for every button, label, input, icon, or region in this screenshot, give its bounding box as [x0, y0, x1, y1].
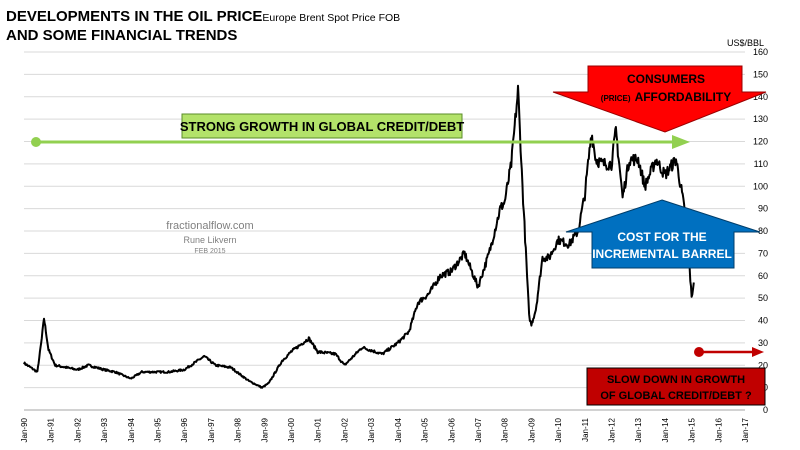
- y-tick-label: 160: [753, 47, 768, 57]
- x-tick-label: Jan-09: [527, 417, 536, 442]
- x-tick-label: Jan-91: [47, 417, 56, 442]
- slowdown-arrow-start: [694, 347, 704, 357]
- credit-growth-box: [181, 113, 463, 139]
- consumers-annotation: CONSUMERS (PRICE) AFFORDABILITY: [552, 65, 767, 133]
- credit-growth-arrow-head: [672, 135, 690, 149]
- x-tick-label: Jan-92: [73, 417, 82, 442]
- slowdown-label-line2: OF GLOBAL CREDIT/DEBT ?: [600, 390, 752, 402]
- x-tick-label: Jan-14: [661, 417, 670, 442]
- y-tick-label: 130: [753, 114, 768, 124]
- x-tick-label: Jan-01: [314, 417, 323, 442]
- x-tick-label: Jan-06: [447, 417, 456, 442]
- y-tick-label: 110: [754, 159, 768, 169]
- credit-site: fractionalflow.com: [166, 220, 254, 232]
- y-tick-label: 140: [753, 92, 768, 102]
- x-tick-label: Jan-97: [207, 417, 216, 442]
- credit-date: FEB 2015: [194, 248, 226, 255]
- cost-annotation: COST FOR THE INCREMENTAL BARREL: [565, 199, 761, 269]
- x-tick-label: Jan-03: [367, 417, 376, 442]
- x-tick-label: Jan-12: [607, 417, 616, 442]
- y-tick-label: 70: [758, 248, 768, 258]
- credit-growth-annotation: STRONG GROWTH IN GLOBAL CREDIT/DEBT: [31, 113, 690, 149]
- x-tick-label: Jan-11: [581, 417, 590, 441]
- slowdown-label-line1: SLOW DOWN IN GROWTH: [607, 374, 745, 386]
- chart-title: DEVELOPMENTS IN THE OIL PRICEEurope Bren…: [6, 8, 400, 25]
- consumers-label-line1: CONSUMERS: [627, 72, 705, 86]
- x-tick-label: Jan-90: [20, 417, 29, 442]
- y-tick-label: 60: [758, 271, 768, 281]
- y-tick-label: 20: [758, 360, 768, 370]
- credit-growth-label: STRONG GROWTH IN GLOBAL CREDIT/DEBT: [180, 119, 464, 134]
- credit-growth-arrow-start: [31, 137, 41, 147]
- x-tick-label: Jan-94: [127, 417, 136, 442]
- x-tick-label: Jan-99: [260, 417, 269, 442]
- consumers-arrow: [552, 65, 767, 133]
- x-tick-label: Jan-98: [234, 417, 243, 442]
- chart-title-line2: AND SOME FINANCIAL TRENDS: [6, 27, 238, 44]
- x-tick-label: Jan-02: [340, 417, 349, 442]
- cost-arrow: [565, 199, 761, 269]
- y-tick-label: 80: [758, 226, 768, 236]
- x-tick-label: Jan-17: [741, 417, 750, 442]
- y-axis-ticks: 0102030405060708090100110120130140150160: [753, 47, 768, 415]
- x-tick-label: Jan-95: [154, 417, 163, 442]
- cost-label-line2: INCREMENTAL BARREL: [592, 247, 732, 261]
- x-axis-ticks: Jan-90 Jan-91 Jan-92 Jan-93 Jan-94 Jan-95 Jan-…: [20, 417, 750, 442]
- slowdown-box: [586, 367, 766, 406]
- x-tick-label: Jan-00: [287, 417, 296, 442]
- x-tick-label: Jan-96: [180, 417, 189, 442]
- consumers-label-line2: (PRICE) AFFORDABILITY: [601, 90, 731, 104]
- x-tick-label: Jan-08: [501, 417, 510, 442]
- credit-author: Rune Likvern: [183, 235, 237, 245]
- brent-price-line: [23, 84, 695, 389]
- x-tick-label: Jan-16: [714, 417, 723, 442]
- x-tick-label: Jan-07: [474, 417, 483, 442]
- chart-title-sub: Europe Brent Spot Price FOB: [262, 12, 401, 24]
- y-tick-label: 120: [753, 137, 768, 147]
- y-tick-label: 50: [758, 293, 768, 303]
- slowdown-annotation: SLOW DOWN IN GROWTH OF GLOBAL CREDIT/DEB…: [586, 347, 766, 406]
- y-tick-label: 100: [753, 181, 768, 191]
- slowdown-arrow-head: [752, 347, 764, 357]
- y-tick-label: 150: [753, 69, 768, 79]
- chart-title-main: DEVELOPMENTS IN THE OIL PRICE: [6, 8, 263, 25]
- x-tick-label: Jan-05: [421, 417, 430, 442]
- x-tick-label: Jan-04: [394, 417, 403, 442]
- y-tick-label: 40: [758, 316, 768, 326]
- cost-label-line1: COST FOR THE: [617, 230, 706, 244]
- x-tick-label: Jan-15: [688, 417, 697, 442]
- x-tick-label: Jan-93: [100, 417, 109, 442]
- x-tick-label: Jan-13: [634, 417, 643, 442]
- consumers-label-small: (PRICE): [601, 94, 631, 103]
- x-tick-label: Jan-10: [554, 417, 563, 442]
- consumers-label-affordability: AFFORDABILITY: [635, 90, 732, 104]
- y-axis-unit-label: US$/BBL: [727, 38, 765, 48]
- y-tick-label: 90: [758, 204, 768, 214]
- y-tick-label: 0: [763, 405, 768, 415]
- y-tick-label: 30: [758, 338, 768, 348]
